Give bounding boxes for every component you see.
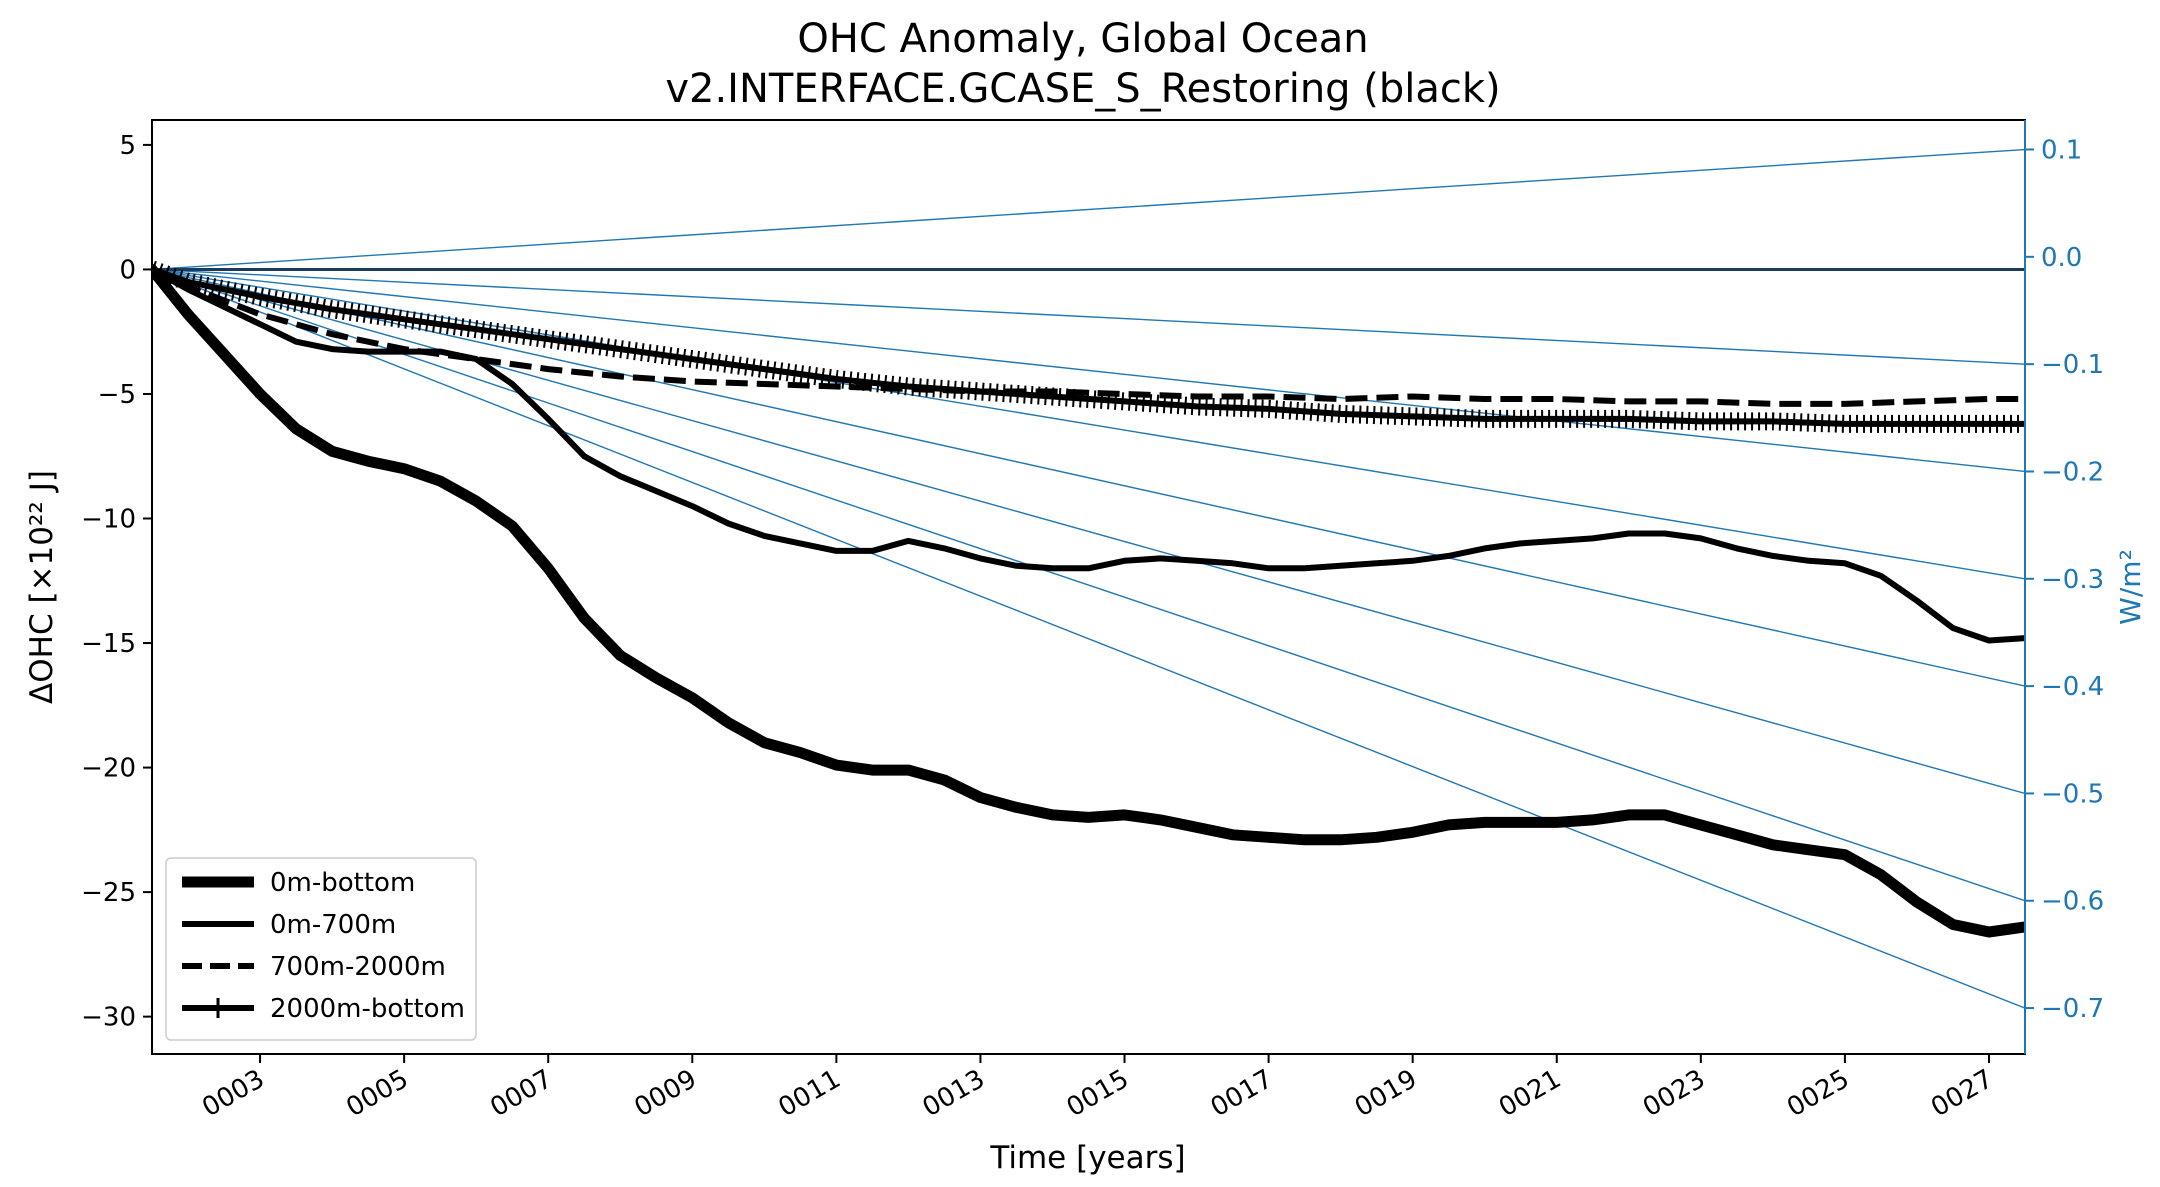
- reference-rate-line-7: [152, 268, 2025, 1009]
- legend-label-2: 700m-2000m: [270, 952, 446, 982]
- x-tick-label-9: 0021: [1494, 1064, 1566, 1123]
- reference-rate-line-3: [152, 268, 2025, 580]
- x-tick-label-4: 0011: [774, 1064, 846, 1123]
- x-tick-label-0: 0003: [197, 1064, 269, 1123]
- legend: 0m-bottom 0m-700m 700m-2000m 2000m-bottom: [165, 857, 477, 1041]
- y-right-tick-label-6: −0.5: [2041, 779, 2104, 809]
- y-tick-label-2: −5: [98, 380, 136, 410]
- chart-title: OHC Anomaly, Global Ocean: [797, 16, 1368, 62]
- right-y-axis: 0.1 0.0 −0.1 −0.2 −0.3 −0.4 −0.5 −0.6 −0.7: [2025, 136, 2104, 1024]
- x-tick-label-1: 0005: [341, 1064, 413, 1123]
- y-axis-label: ΔOHC [×10²² J]: [24, 470, 60, 704]
- y-tick-label-0: 5: [119, 131, 136, 161]
- legend-label-3: 2000m-bottom: [270, 994, 465, 1024]
- series-line-700m-2000m: [152, 266, 2025, 407]
- legend-label-0: 0m-bottom: [270, 868, 415, 898]
- x-tick-label-11: 0025: [1782, 1064, 1854, 1123]
- y-tick-label-1: 0: [119, 255, 136, 285]
- reference-rate-line-2: [152, 268, 2025, 473]
- y-tick-label-4: −15: [81, 629, 136, 659]
- x-tick-label-6: 0015: [1062, 1064, 1134, 1123]
- y-tick-label-5: −20: [81, 754, 136, 784]
- y-right-tick-label-8: −0.7: [2041, 994, 2104, 1024]
- reference-rate-line-4: [152, 268, 2025, 687]
- y-right-tick-label-4: −0.3: [2041, 565, 2104, 595]
- chart-subtitle: v2.INTERFACE.GCASE_S_Restoring (black): [665, 66, 1500, 112]
- y-axis-label-right: W/m²: [2114, 549, 2147, 625]
- y-right-tick-label-3: −0.2: [2041, 457, 2104, 487]
- x-tick-label-3: 0009: [629, 1064, 701, 1123]
- reference-rate-line-5: [152, 268, 2025, 795]
- y-right-tick-label-0: 0.1: [2041, 136, 2082, 166]
- x-tick-label-12: 0027: [1926, 1064, 1998, 1123]
- series-markers-2000m-bottom: [152, 260, 2025, 433]
- x-axis-label: Time [years]: [989, 1140, 1185, 1176]
- y-right-tick-label-1: 0.0: [2041, 243, 2082, 273]
- reference-rate-line-0: [152, 148, 2025, 271]
- x-tick-label-10: 0023: [1638, 1064, 1710, 1123]
- legend-box: [165, 857, 477, 1041]
- y-right-tick-label-7: −0.6: [2041, 887, 2104, 917]
- x-axis: 0003 0005 0007 0009 0011 0013 0015 0017 0019 0021…: [197, 1054, 1998, 1123]
- x-tick-label-5: 0013: [918, 1064, 990, 1123]
- y-right-tick-label-5: −0.4: [2041, 672, 2104, 702]
- left-y-axis: 5 0 −5 −10 −15 −20 −25 −30: [81, 131, 152, 1033]
- legend-label-1: 0m-700m: [270, 910, 396, 940]
- y-right-tick-label-2: −0.1: [2041, 350, 2104, 380]
- x-tick-label-2: 0007: [485, 1064, 557, 1123]
- reference-rate-line-6: [152, 268, 2025, 902]
- y-tick-label-6: −25: [81, 878, 136, 908]
- series-line-0m-bottom: [152, 263, 2025, 938]
- x-tick-label-8: 0019: [1350, 1064, 1422, 1123]
- reference-rate-line-1: [152, 268, 2025, 365]
- x-tick-label-7: 0017: [1206, 1064, 1278, 1123]
- y-tick-label-3: −10: [81, 505, 136, 535]
- plot-area: [152, 148, 2025, 1009]
- y-tick-label-7: −30: [81, 1003, 136, 1033]
- series-layer: [152, 260, 2025, 938]
